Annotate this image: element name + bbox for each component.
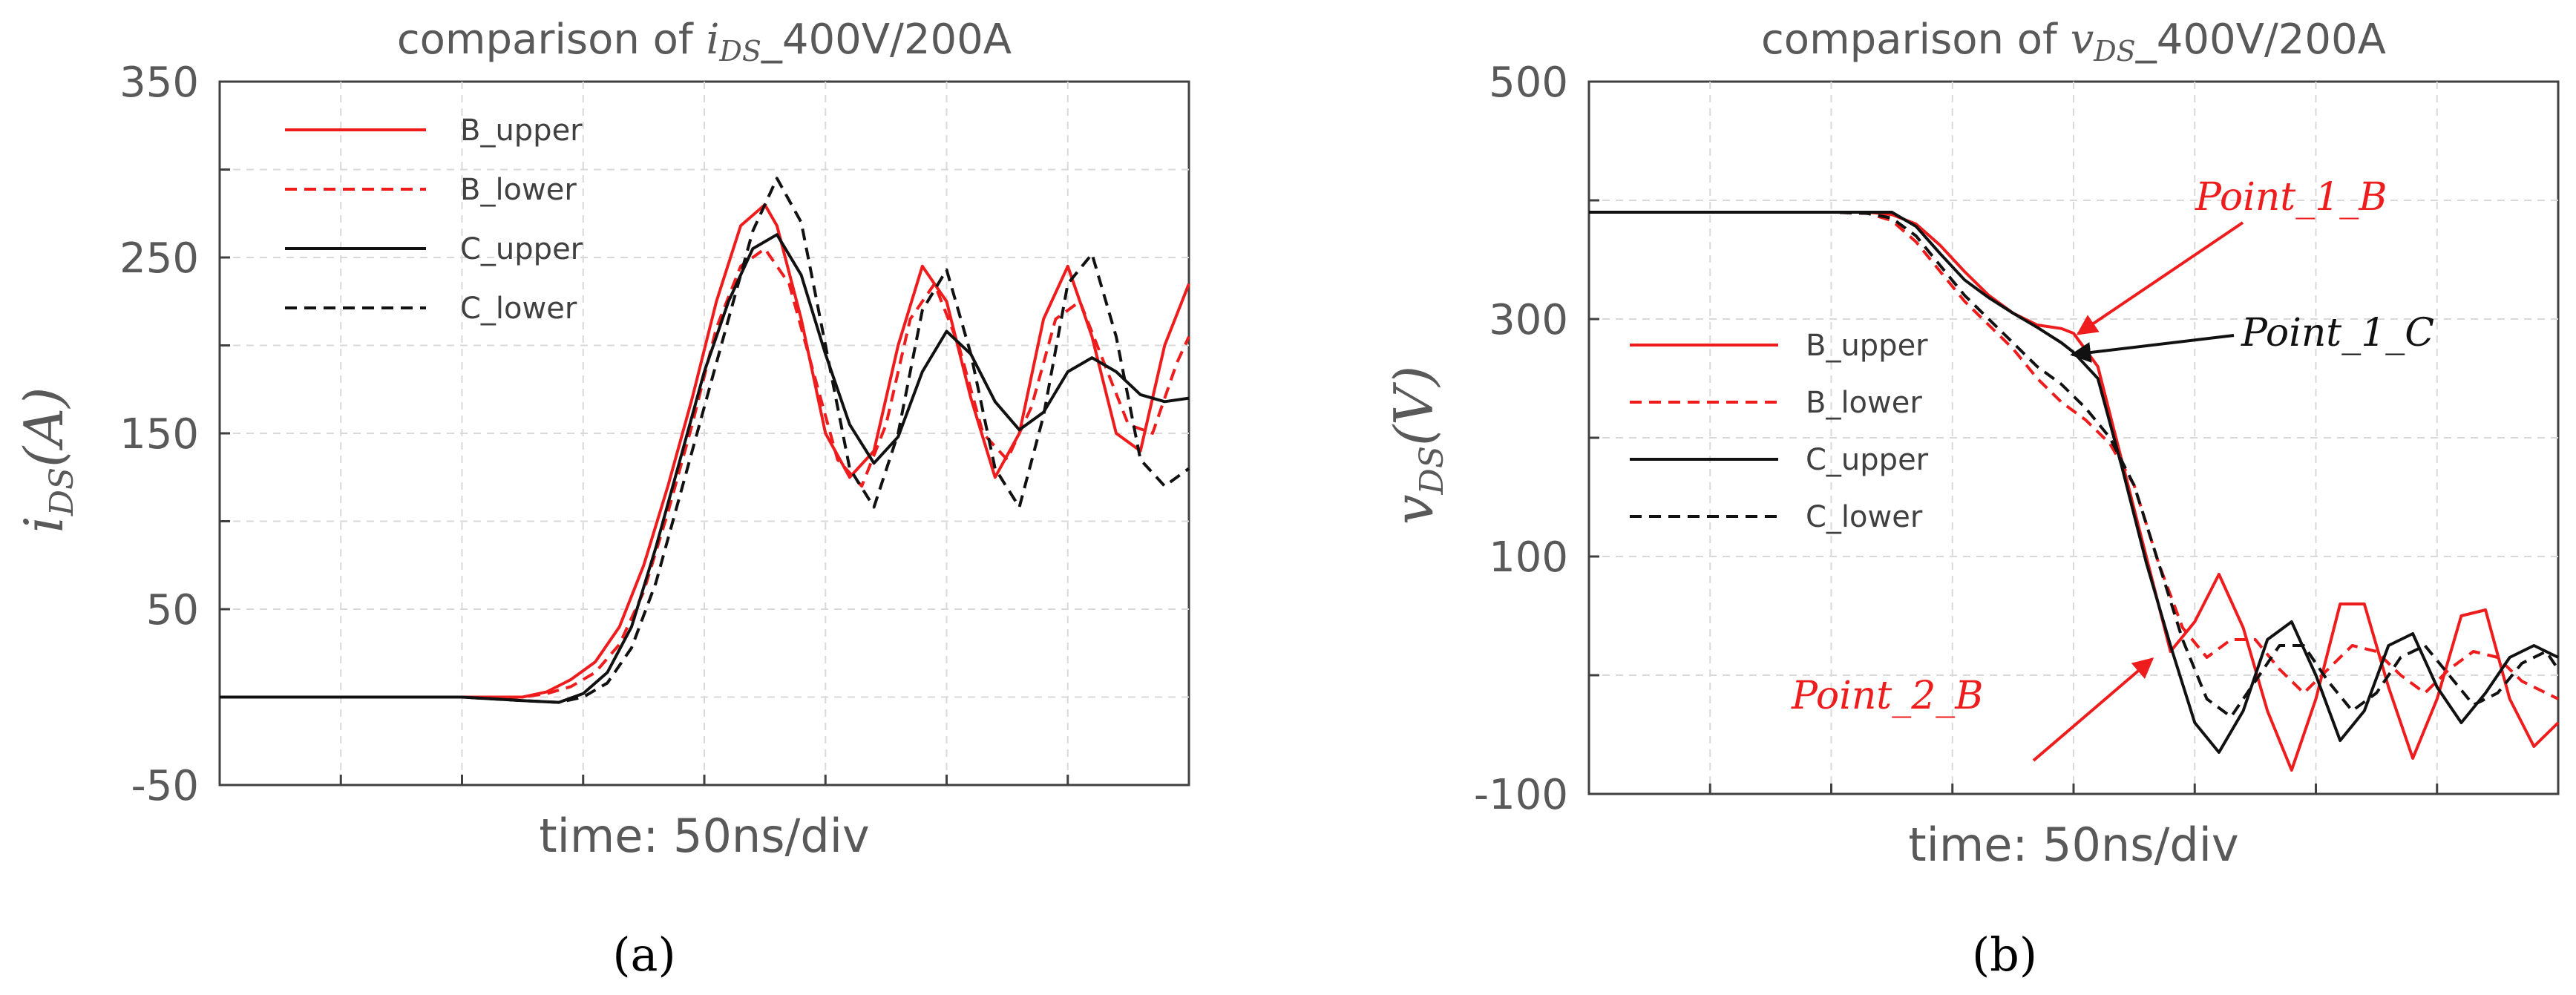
chart-a-series-b-lower xyxy=(220,247,1190,699)
chart-a-title-var: i xyxy=(706,16,719,64)
chart-b-title-suffix: _400V/200A xyxy=(2135,16,2386,64)
annotation-arrow xyxy=(2070,334,2235,363)
chart-b-grid xyxy=(1589,82,2558,794)
chart-b-legend: B_upper B_lower C_upper C_lower xyxy=(1630,329,1929,534)
svg-text:vDS(V): vDS(V) xyxy=(1383,366,1451,525)
legend-label: B_upper xyxy=(1806,329,1928,363)
chart-b-series xyxy=(1589,211,2560,772)
chart-b-y-ticks: 500 300 100 -100 xyxy=(1474,59,1568,819)
legend-label: C_lower xyxy=(1806,500,1923,534)
chart-a-y-tick-label: 250 xyxy=(119,234,199,283)
chart-a-legend: B_upper B_lower C_upper C_lower xyxy=(285,114,583,326)
chart-b-title-var: v xyxy=(2071,16,2094,64)
legend-label: C_upper xyxy=(1806,443,1929,477)
annotation-point-2-b: Point_2_B xyxy=(1791,674,1984,718)
annotation-point-1-b: Point_1_B xyxy=(2195,175,2387,220)
svg-text:iDS(A): iDS(A) xyxy=(13,387,81,533)
chart-a-y-ticks: 350 250 150 50 -50 xyxy=(119,59,199,810)
legend-label: C_lower xyxy=(460,292,577,326)
chart-b-y-tick-label: -100 xyxy=(1474,771,1568,819)
chart-b-y-tick-label: 100 xyxy=(1489,533,1568,582)
chart-a-x-label: time: 50ns/div xyxy=(539,809,869,863)
legend-label: B_upper xyxy=(460,114,583,148)
chart-a-y-tick-label: 50 xyxy=(146,586,199,634)
annotation-arrow xyxy=(2076,221,2244,335)
legend-label: B_lower xyxy=(1806,386,1922,420)
annotation-point-1-c: Point_1_C xyxy=(2241,311,2434,355)
legend-label: C_upper xyxy=(460,232,583,266)
panel-label-b: (b) xyxy=(1972,927,2037,982)
chart-a: 350 250 150 50 -50 comparison of iDS_400V/20… xyxy=(13,16,1190,982)
panel-label-a: (a) xyxy=(612,927,675,982)
chart-b-y-tick-label: 300 xyxy=(1489,296,1568,344)
chart-a-title-suffix: _400V/200A xyxy=(761,16,1012,64)
chart-b-annotations: Point_1_B Point_1_C Point_2_B xyxy=(1791,175,2434,762)
chart-b-y-tick-label: 500 xyxy=(1489,59,1568,107)
chart-b-title: comparison of vDS_400V/200A xyxy=(1761,16,2386,68)
chart-a-series xyxy=(220,177,1190,704)
chart-b-title-sub: DS xyxy=(2093,35,2136,68)
chart-b-y-label: vDS(V) xyxy=(1383,366,1451,525)
chart-a-series-c-lower xyxy=(220,177,1190,704)
chart-a-y-tick-label: 350 xyxy=(119,59,199,107)
chart-a-title-sub: DS xyxy=(718,35,761,68)
chart-a-title: comparison of iDS_400V/200A xyxy=(397,16,1012,68)
chart-b: 500 300 100 -100 comparison of vDS_400V/200… xyxy=(1383,16,2560,982)
chart-b-series-b-lower xyxy=(1589,211,2559,700)
legend-label: B_lower xyxy=(460,173,577,207)
chart-a-y-tick-label: 150 xyxy=(119,410,199,459)
annotation-arrow xyxy=(2032,657,2154,762)
chart-a-y-tick-label: -50 xyxy=(131,762,199,810)
chart-b-series-c-lower xyxy=(1589,211,2560,718)
chart-b-x-label: time: 50ns/div xyxy=(1908,818,2238,872)
chart-a-y-label: iDS(A) xyxy=(13,387,81,533)
chart-b-series-c-upper xyxy=(1589,211,2559,754)
